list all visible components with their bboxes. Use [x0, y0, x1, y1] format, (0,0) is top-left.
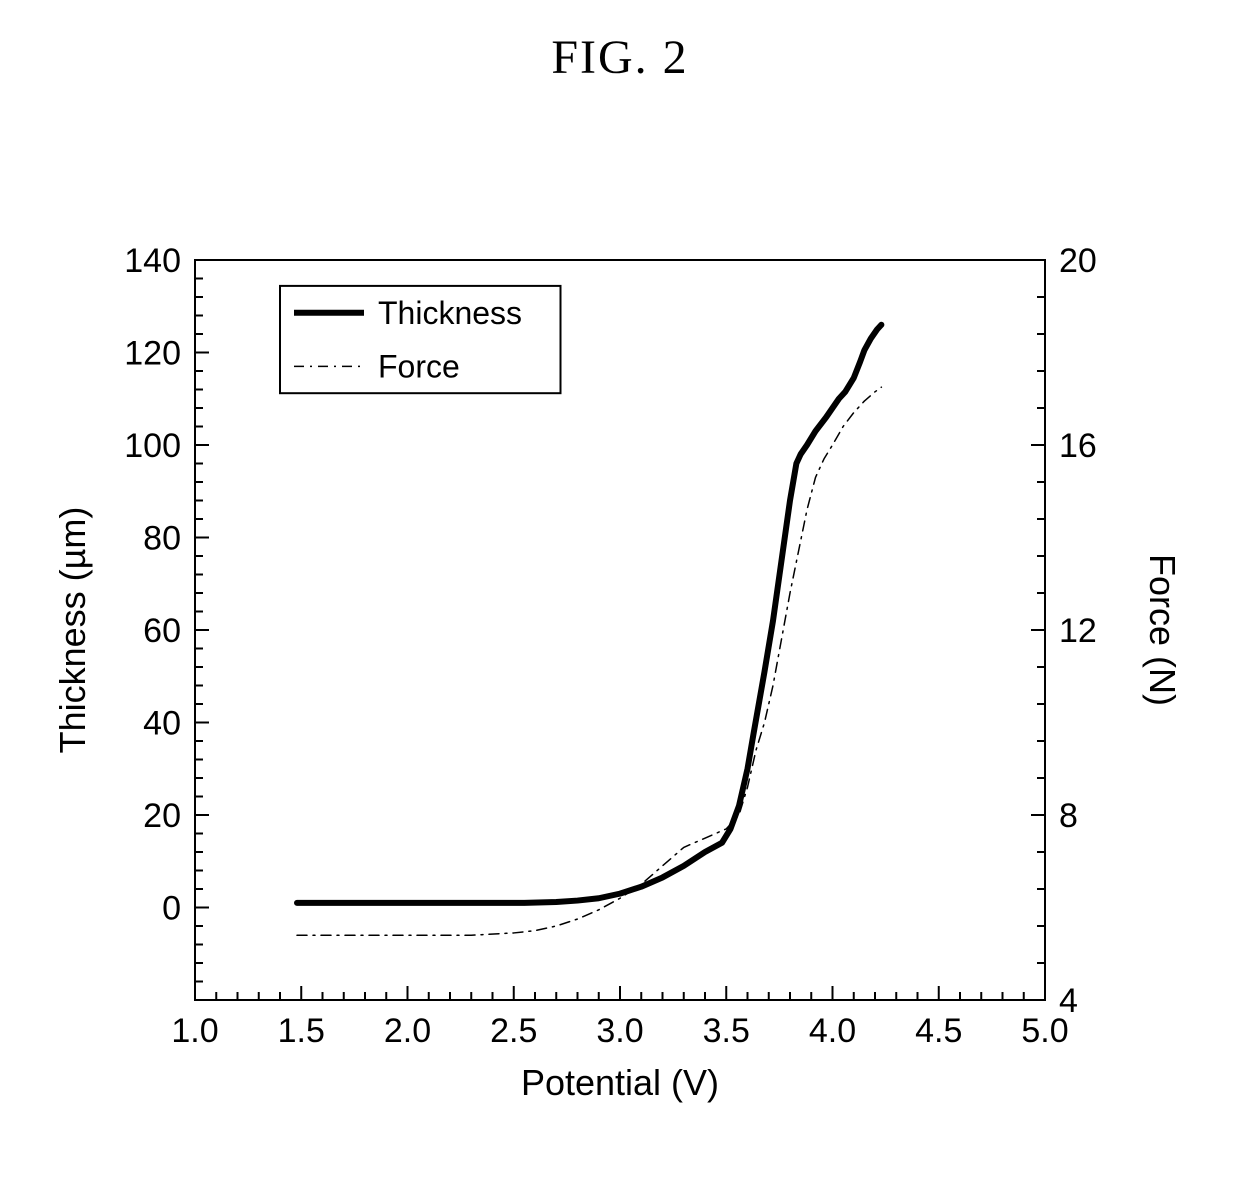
y-left-tick-label: 80	[143, 520, 181, 558]
x-tick-label: 4.0	[809, 1012, 856, 1050]
y-left-tick-label: 100	[124, 427, 181, 465]
y-left-tick-label: 140	[124, 242, 181, 280]
y-right-tick-label: 12	[1059, 612, 1097, 650]
y-left-tick-label: 60	[143, 612, 181, 650]
x-tick-label: 2.0	[384, 1012, 431, 1050]
y-left-tick-label: 120	[124, 335, 181, 373]
x-tick-label: 3.5	[703, 1012, 750, 1050]
x-tick-label: 1.0	[171, 1012, 218, 1050]
y-left-tick-label: 20	[143, 797, 181, 835]
x-tick-label: 4.5	[915, 1012, 962, 1050]
figure-title: FIG. 2	[0, 30, 1240, 85]
y-right-tick-label: 8	[1059, 797, 1078, 835]
y-left-tick-label: 0	[162, 890, 181, 928]
y-left-tick-label: 40	[143, 705, 181, 743]
y-right-axis-label: Force (N)	[1142, 554, 1183, 706]
legend-label: Thickness	[378, 295, 522, 331]
y-right-tick-label: 4	[1059, 982, 1078, 1020]
y-right-tick-label: 16	[1059, 427, 1097, 465]
legend-label: Force	[378, 349, 460, 385]
x-tick-label: 3.0	[596, 1012, 643, 1050]
y-left-axis-label: Thickness (µm)	[52, 507, 93, 754]
x-tick-label: 2.5	[490, 1012, 537, 1050]
x-tick-label: 1.5	[278, 1012, 325, 1050]
y-right-tick-label: 20	[1059, 242, 1097, 280]
dual-axis-line-chart: 1.01.52.02.53.03.54.04.55.0Potential (V)…	[0, 0, 1240, 1185]
x-axis-label: Potential (V)	[521, 1062, 719, 1103]
